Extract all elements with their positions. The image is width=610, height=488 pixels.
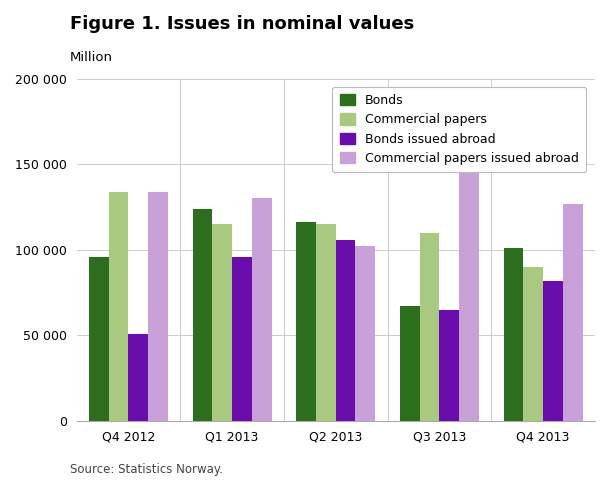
Bar (109, 192, 129, 421)
Bar (129, 334, 148, 421)
Bar (193, 209, 212, 421)
Bar (523, 267, 543, 421)
Bar (316, 224, 336, 421)
Text: Million: Million (70, 51, 113, 64)
Legend: Bonds, Commercial papers, Bonds issued abroad, Commercial papers issued abroad: Bonds, Commercial papers, Bonds issued a… (332, 86, 586, 172)
Bar (439, 310, 459, 421)
Text: Figure 1. Issues in nominal values: Figure 1. Issues in nominal values (70, 15, 414, 33)
Bar (356, 246, 375, 421)
Bar (563, 203, 583, 421)
Bar (504, 248, 523, 421)
Bar (212, 224, 232, 421)
Bar (232, 257, 252, 421)
Bar (252, 199, 271, 421)
Bar (400, 306, 420, 421)
Bar (459, 145, 479, 421)
Bar (543, 281, 563, 421)
Bar (336, 240, 356, 421)
Text: Source: Statistics Norway.: Source: Statistics Norway. (70, 463, 223, 476)
Bar (296, 223, 316, 421)
Bar (148, 192, 168, 421)
Bar (420, 233, 439, 421)
Bar (89, 257, 109, 421)
